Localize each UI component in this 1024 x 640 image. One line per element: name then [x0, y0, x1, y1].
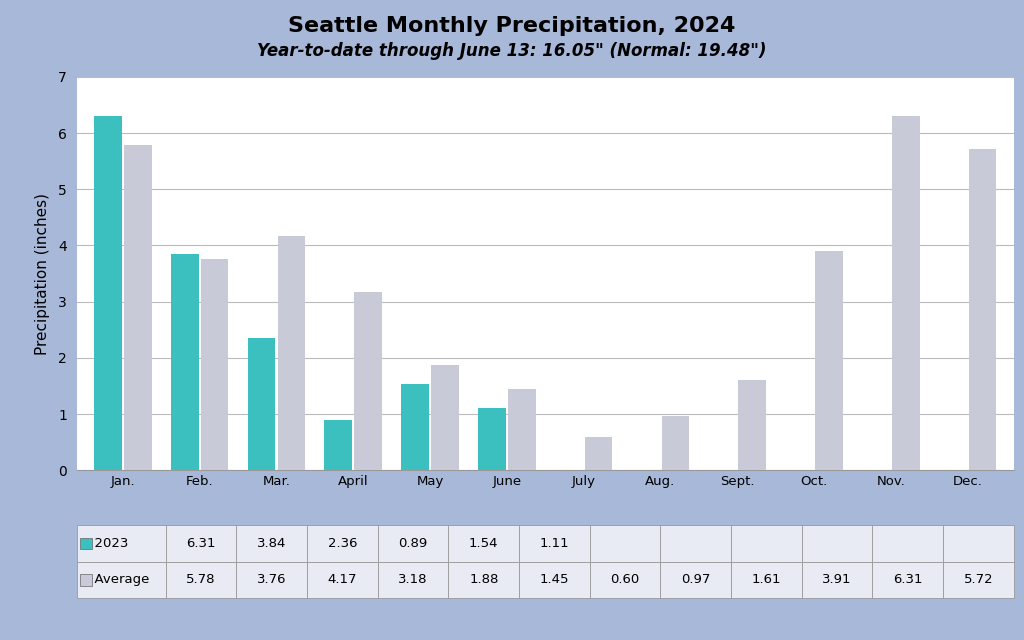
Text: Oct.: Oct. — [801, 475, 827, 488]
Bar — [431, 365, 459, 470]
Text: July: July — [571, 475, 596, 488]
Text: Dec.: Dec. — [952, 475, 983, 488]
Text: June: June — [493, 475, 521, 488]
Bar — [278, 236, 305, 470]
Bar — [201, 259, 228, 470]
Bar — [94, 116, 122, 470]
Bar — [892, 116, 920, 470]
Bar — [248, 338, 275, 470]
Text: Year-to-date through June 13: 16.05" (Normal: 19.48"): Year-to-date through June 13: 16.05" (No… — [257, 42, 767, 60]
Bar — [325, 420, 352, 470]
Text: Feb.: Feb. — [186, 475, 213, 488]
Bar — [124, 145, 152, 470]
Bar — [662, 416, 689, 470]
Bar — [508, 389, 536, 470]
Text: Aug.: Aug. — [645, 475, 676, 488]
Bar — [171, 255, 199, 470]
Text: Seattle Monthly Precipitation, 2024: Seattle Monthly Precipitation, 2024 — [289, 16, 735, 36]
Text: Mar.: Mar. — [262, 475, 291, 488]
Text: Nov.: Nov. — [877, 475, 905, 488]
Y-axis label: Precipitation (inches): Precipitation (inches) — [35, 193, 50, 355]
Bar — [738, 380, 766, 470]
Bar — [815, 250, 843, 470]
Bar — [401, 384, 429, 470]
Bar — [969, 148, 996, 470]
Bar — [354, 292, 382, 470]
Bar — [478, 408, 506, 470]
Text: April: April — [338, 475, 369, 488]
Text: Jan.: Jan. — [111, 475, 135, 488]
Text: Sept.: Sept. — [720, 475, 755, 488]
Text: May: May — [417, 475, 443, 488]
Bar — [585, 436, 612, 470]
